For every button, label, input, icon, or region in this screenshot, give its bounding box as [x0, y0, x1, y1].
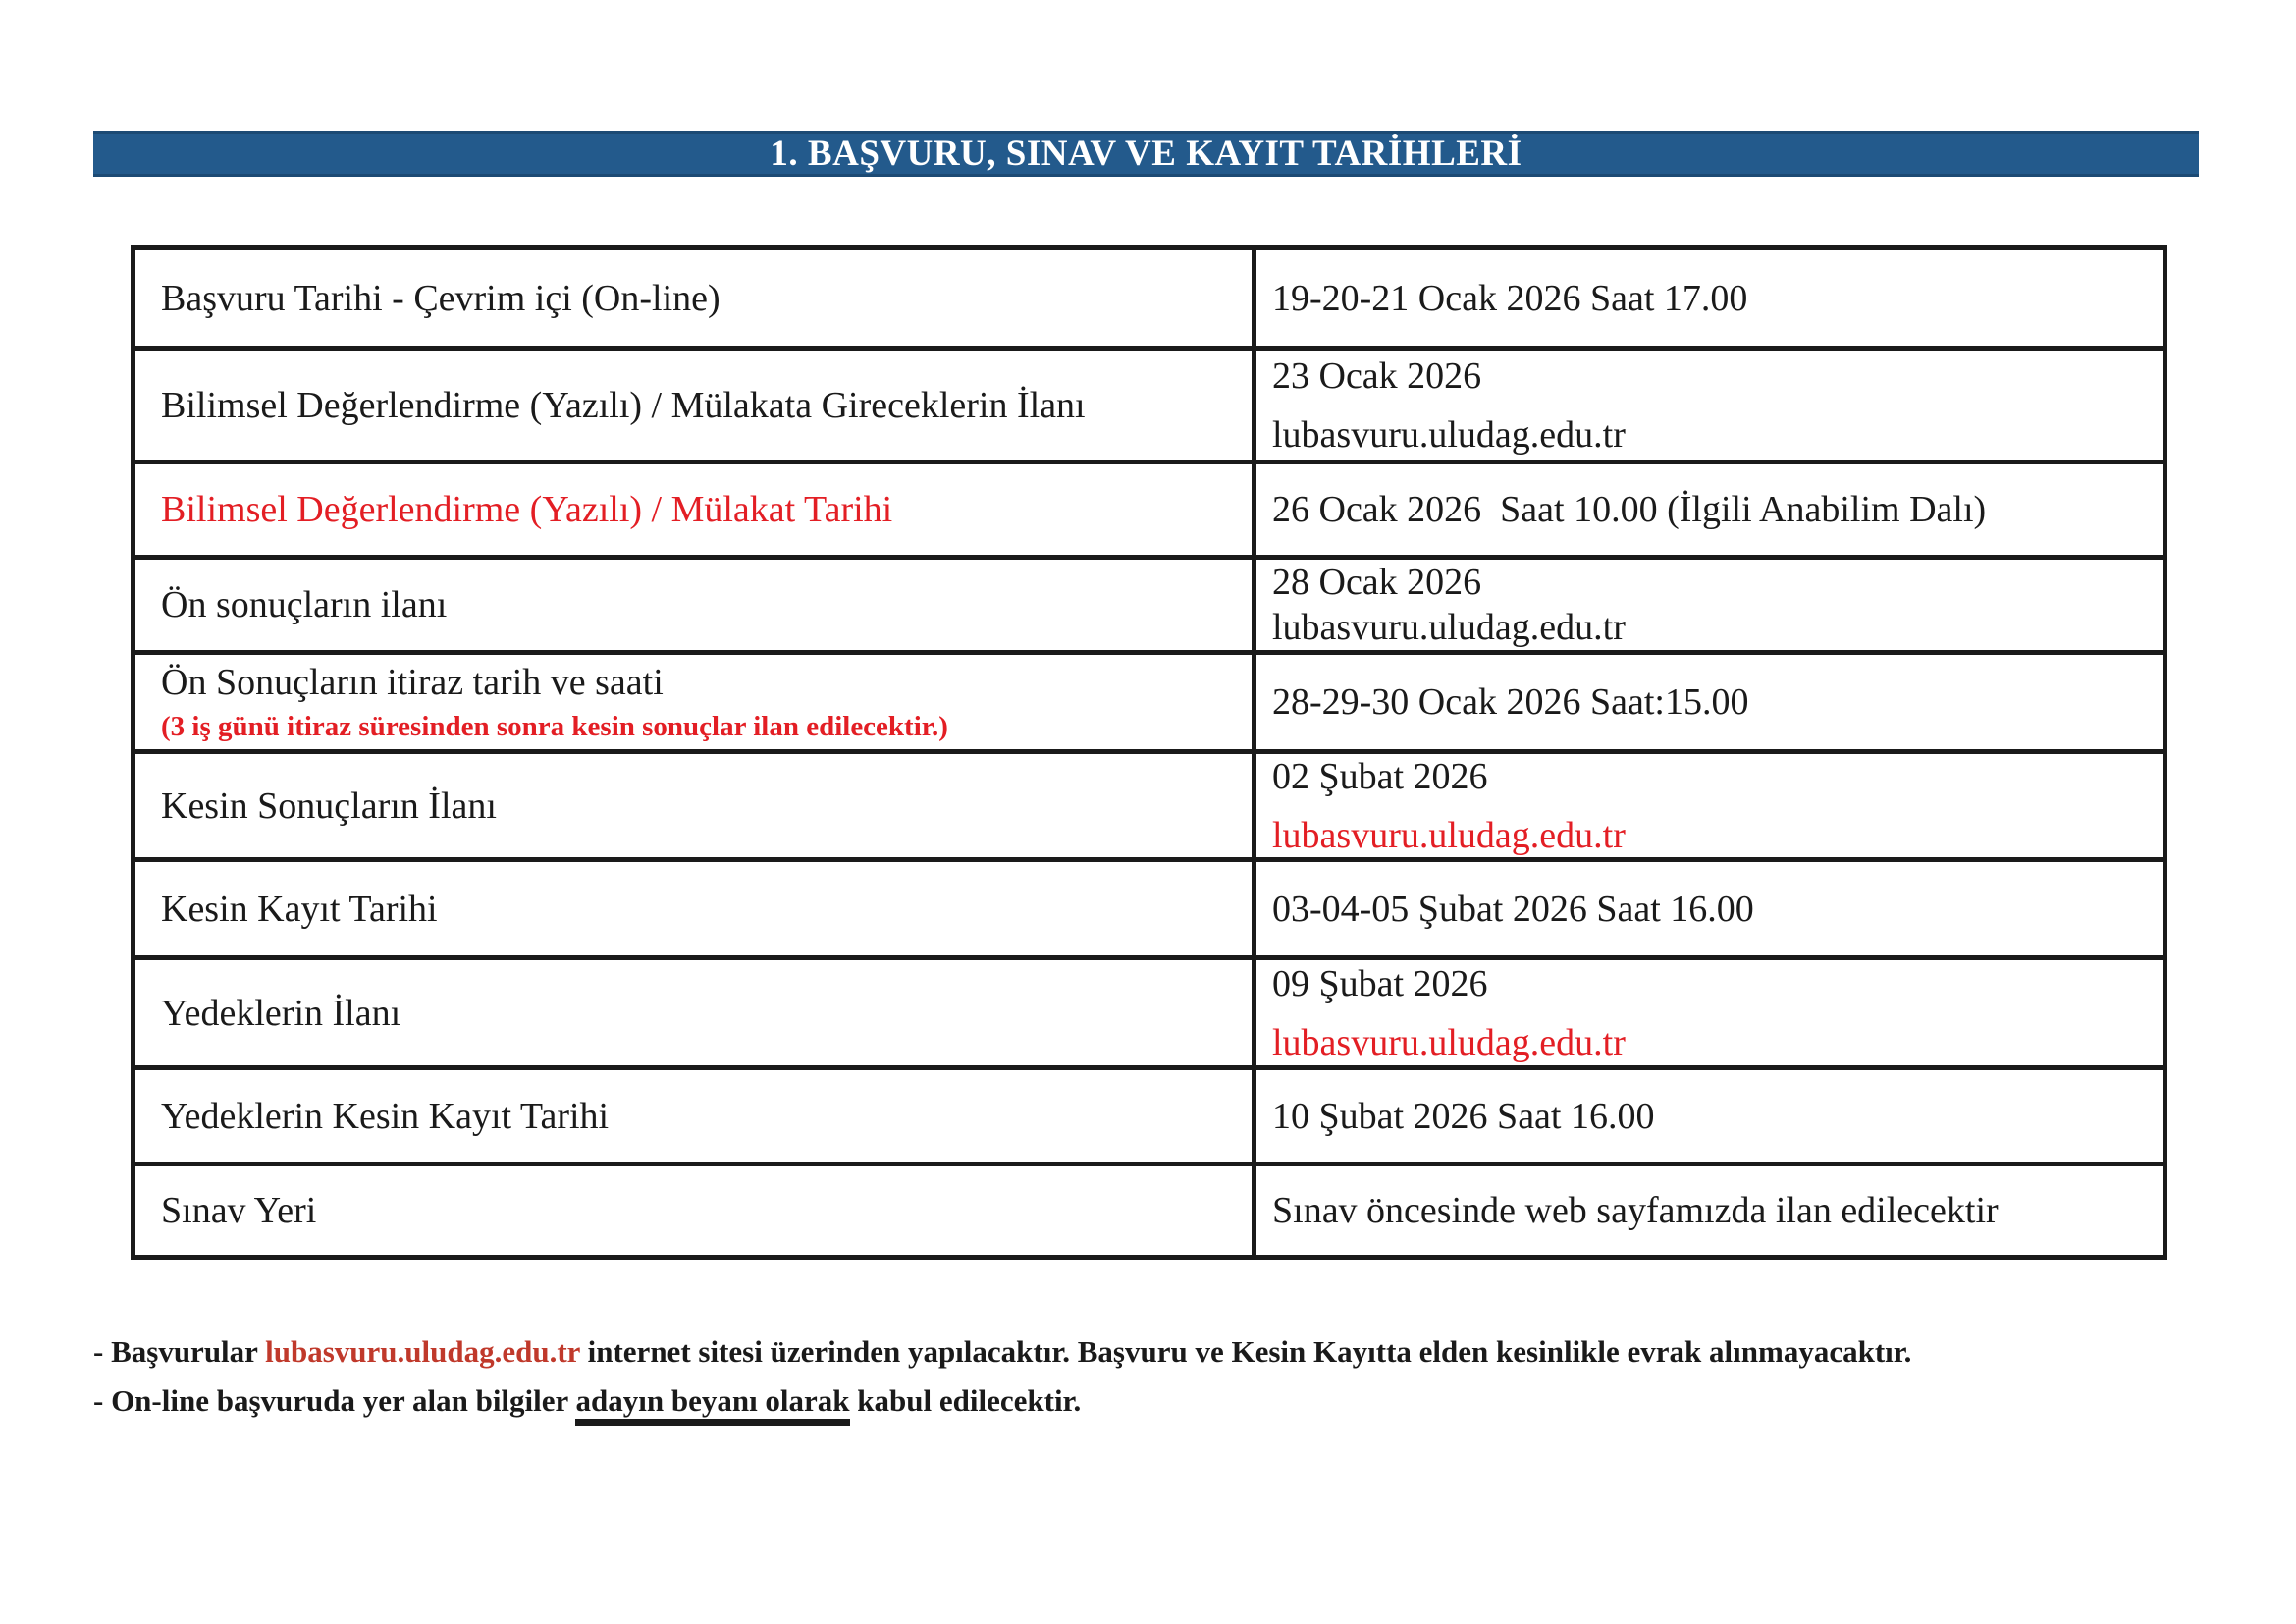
- row-value: 09 Şubat 2026 lubasvuru.uludag.edu.tr: [1256, 960, 2163, 1065]
- row-value-text: 03-04-05 Şubat 2026 Saat 16.00: [1272, 888, 1754, 930]
- footer-note2-prefix: - On-line başvuruda yer alan bilgiler: [93, 1383, 576, 1418]
- schedule-table: Başvuru Tarihi - Çevrim içi (On-line) 19…: [131, 245, 2167, 1260]
- table-row-kesin-kayit: Kesin Kayıt Tarihi 03-04-05 Şubat 2026 S…: [135, 862, 2163, 960]
- row-value: 28-29-30 Ocak 2026 Saat:15.00: [1256, 655, 2163, 749]
- section-title-bar: 1. BAŞVURU, SINAV VE KAYIT TARİHLERİ: [93, 131, 2199, 177]
- section-title: 1. BAŞVURU, SINAV VE KAYIT TARİHLERİ: [770, 134, 1522, 174]
- row-value-date: 09 Şubat 2026: [1272, 962, 1488, 1004]
- row-label: Kesin Sonuçların İlanı: [135, 754, 1256, 857]
- row-value: 10 Şubat 2026 Saat 16.00: [1256, 1070, 2163, 1162]
- footer-note1-prefix: - Başvurular: [93, 1334, 266, 1369]
- row-value-text: 28-29-30 Ocak 2026 Saat:15.00: [1272, 681, 1749, 723]
- row-label: Ön Sonuçların itiraz tarih ve saati (3 i…: [135, 655, 1256, 749]
- table-row-yedeklerin-ilani: Yedeklerin İlanı 09 Şubat 2026 lubasvuru…: [135, 960, 2163, 1070]
- row-value-date: 23 Ocak 2026: [1272, 354, 1482, 397]
- row-value-url-link[interactable]: lubasvuru.uludag.edu.tr: [1272, 1021, 1626, 1063]
- row-label: Bilimsel Değerlendirme (Yazılı) / Mülaka…: [135, 464, 1256, 555]
- row-value-date: 02 Şubat 2026: [1272, 755, 1488, 797]
- table-row-itiraz: Ön Sonuçların itiraz tarih ve saati (3 i…: [135, 655, 2163, 754]
- row-value-url: lubasvuru.uludag.edu.tr: [1272, 607, 1626, 648]
- row-value-url: lubasvuru.uludag.edu.tr: [1272, 413, 1626, 456]
- row-label-text: Kesin Sonuçların İlanı: [161, 785, 497, 827]
- row-label-text: Kesin Kayıt Tarihi: [161, 888, 438, 930]
- row-label: Yedeklerin İlanı: [135, 960, 1256, 1065]
- row-label-text: Bilimsel Değerlendirme (Yazılı) / Mülaka…: [161, 489, 893, 530]
- table-row-kesin-sonuclar: Kesin Sonuçların İlanı 02 Şubat 2026 lub…: [135, 754, 2163, 862]
- row-value-text: 26 Ocak 2026 Saat 10.00 (İlgili Anabilim…: [1272, 489, 1987, 530]
- row-label-text: Sınav Yeri: [161, 1190, 317, 1231]
- row-value-text: Sınav öncesinde web sayfamızda ilan edil…: [1272, 1190, 1999, 1231]
- row-value: 28 Ocak 2026 lubasvuru.uludag.edu.tr: [1256, 560, 2163, 650]
- row-value: 19-20-21 Ocak 2026 Saat 17.00: [1256, 250, 2163, 346]
- row-label-text: Yedeklerin İlanı: [161, 992, 401, 1034]
- row-value-text: 19-20-21 Ocak 2026 Saat 17.00: [1272, 277, 1748, 319]
- footer-notes: - Başvurular lubasvuru.uludag.edu.tr int…: [93, 1327, 2233, 1426]
- table-row-degerlendirme-ilani: Bilimsel Değerlendirme (Yazılı) / Mülaka…: [135, 351, 2163, 464]
- row-label: Ön sonuçların ilanı: [135, 560, 1256, 650]
- row-label: Sınav Yeri: [135, 1166, 1256, 1255]
- row-value: 02 Şubat 2026 lubasvuru.uludag.edu.tr: [1256, 754, 2163, 857]
- footer-note-2: - On-line başvuruda yer alan bilgiler ad…: [93, 1377, 2233, 1426]
- row-value: 26 Ocak 2026 Saat 10.00 (İlgili Anabilim…: [1256, 464, 2163, 555]
- row-label: Başvuru Tarihi - Çevrim içi (On-line): [135, 250, 1256, 346]
- table-row-sinav-yeri: Sınav Yeri Sınav öncesinde web sayfamızd…: [135, 1166, 2163, 1255]
- table-row-mulakat-tarihi: Bilimsel Değerlendirme (Yazılı) / Mülaka…: [135, 464, 2163, 560]
- footer-note1-suffix: internet sitesi üzerinden yapılacaktır. …: [579, 1334, 1912, 1369]
- footer-note2-underlined: adayın beyanı olarak: [575, 1383, 850, 1426]
- row-label-text: Ön sonuçların ilanı: [161, 584, 448, 625]
- footer-note2-suffix: kabul edilecektir.: [849, 1383, 1082, 1418]
- row-label-text: Yedeklerin Kesin Kayıt Tarihi: [161, 1095, 610, 1137]
- table-row-yedek-kesin-kayit: Yedeklerin Kesin Kayıt Tarihi 10 Şubat 2…: [135, 1070, 2163, 1166]
- table-row-basvuru-tarihi: Başvuru Tarihi - Çevrim içi (On-line) 19…: [135, 250, 2163, 351]
- footer-note-1: - Başvurular lubasvuru.uludag.edu.tr int…: [93, 1327, 2233, 1377]
- row-label: Yedeklerin Kesin Kayıt Tarihi: [135, 1070, 1256, 1162]
- row-label: Bilimsel Değerlendirme (Yazılı) / Mülaka…: [135, 351, 1256, 460]
- row-value: 03-04-05 Şubat 2026 Saat 16.00: [1256, 862, 2163, 955]
- row-label: Kesin Kayıt Tarihi: [135, 862, 1256, 955]
- table-row-on-sonuclar: Ön sonuçların ilanı 28 Ocak 2026 lubasvu…: [135, 560, 2163, 655]
- row-value: Sınav öncesinde web sayfamızda ilan edil…: [1256, 1166, 2163, 1255]
- row-value-date: 28 Ocak 2026: [1272, 562, 1482, 603]
- row-value-text: 10 Şubat 2026 Saat 16.00: [1272, 1095, 1655, 1137]
- row-value-url-link[interactable]: lubasvuru.uludag.edu.tr: [1272, 814, 1626, 856]
- row-label-text: Ön Sonuçların itiraz tarih ve saati: [161, 662, 664, 703]
- row-label-text: Bilimsel Değerlendirme (Yazılı) / Mülaka…: [161, 384, 1086, 426]
- row-value: 23 Ocak 2026 lubasvuru.uludag.edu.tr: [1256, 351, 2163, 460]
- row-label-text: Başvuru Tarihi - Çevrim içi (On-line): [161, 277, 721, 319]
- row-label-note: (3 iş günü itiraz süresinden sonra kesin…: [161, 711, 948, 742]
- footer-url-link[interactable]: lubasvuru.uludag.edu.tr: [265, 1334, 580, 1369]
